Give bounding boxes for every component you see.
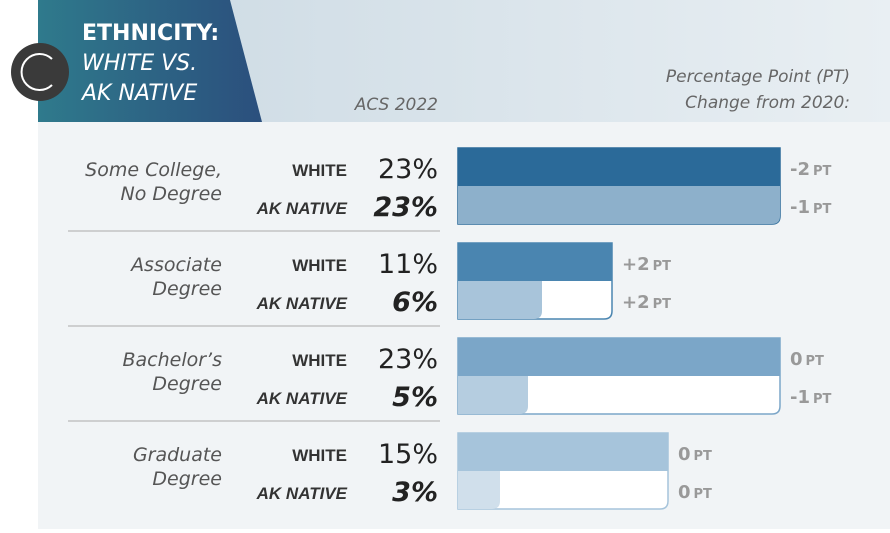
category-label: Graduate	[133, 444, 222, 466]
change-unit: PT	[653, 259, 672, 274]
change-value: 0	[678, 482, 691, 503]
value-label: 5%	[392, 382, 438, 413]
value-label: 15%	[378, 439, 438, 470]
change-label: -2 PT	[790, 159, 832, 180]
header-title: AK NATIVE	[80, 81, 197, 106]
change-label: +2 PT	[622, 254, 671, 275]
header-title: WHITE VS.	[82, 51, 197, 76]
change-label: 0 PT	[790, 349, 824, 370]
change-note: Percentage Point (PT)	[666, 67, 850, 87]
change-unit: PT	[806, 354, 825, 369]
series-label: WHITE	[292, 351, 347, 370]
series-label: AK NATIVE	[256, 199, 348, 218]
change-label: 0 PT	[678, 482, 712, 503]
series-label: AK NATIVE	[256, 389, 348, 408]
bar	[458, 471, 500, 509]
change-label: +2 PT	[622, 292, 671, 313]
value-label: 23%	[373, 192, 438, 223]
value-label: 3%	[392, 477, 438, 508]
header-title: ETHNICITY:	[82, 21, 219, 46]
category-label: Degree	[152, 373, 222, 395]
badge-letter	[20, 53, 53, 91]
series-label: WHITE	[292, 256, 347, 275]
bar	[458, 433, 668, 471]
change-unit: PT	[813, 164, 832, 179]
series-label: AK NATIVE	[256, 484, 348, 503]
series-label: AK NATIVE	[256, 294, 348, 313]
bar	[458, 338, 780, 376]
bar	[458, 148, 780, 186]
series-label: WHITE	[292, 161, 347, 180]
bar	[458, 186, 780, 224]
value-label: 23%	[378, 344, 438, 375]
change-note: Change from 2020:	[685, 93, 850, 113]
section-badge	[11, 43, 69, 101]
change-value: -1	[790, 197, 810, 218]
bar	[458, 376, 528, 414]
change-value: -1	[790, 387, 810, 408]
change-unit: PT	[694, 487, 713, 502]
category-label: Degree	[152, 468, 222, 490]
change-label: -1 PT	[790, 197, 832, 218]
change-label: -1 PT	[790, 387, 832, 408]
value-label: 11%	[378, 249, 438, 280]
category-label: Degree	[152, 278, 222, 300]
change-value: 0	[678, 444, 691, 465]
category-label: Bachelor’s	[122, 349, 222, 371]
category-label: No Degree	[121, 183, 222, 205]
change-unit: PT	[694, 449, 713, 464]
change-unit: PT	[813, 392, 832, 407]
header-accent	[38, 0, 262, 122]
change-unit: PT	[813, 202, 832, 217]
change-value: +2	[622, 292, 650, 313]
category-label: Some College,	[85, 159, 222, 181]
bar	[458, 281, 542, 319]
change-value: +2	[622, 254, 650, 275]
bar	[458, 243, 612, 281]
change-label: 0 PT	[678, 444, 712, 465]
source: ACS 2022	[354, 95, 438, 115]
change-value: -2	[790, 159, 810, 180]
series-label: WHITE	[292, 446, 347, 465]
change-unit: PT	[653, 297, 672, 312]
category-label: Associate	[129, 254, 222, 276]
value-label: 23%	[378, 154, 438, 185]
change-value: 0	[790, 349, 803, 370]
value-label: 6%	[392, 287, 438, 318]
